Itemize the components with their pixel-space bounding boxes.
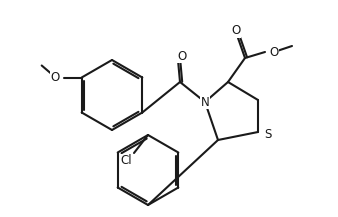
Text: O: O — [269, 46, 278, 59]
Text: O: O — [232, 25, 241, 38]
Text: O: O — [177, 49, 187, 62]
Text: S: S — [264, 128, 272, 140]
Text: N: N — [201, 95, 209, 108]
Text: O: O — [50, 71, 60, 84]
Text: Cl: Cl — [120, 155, 132, 168]
